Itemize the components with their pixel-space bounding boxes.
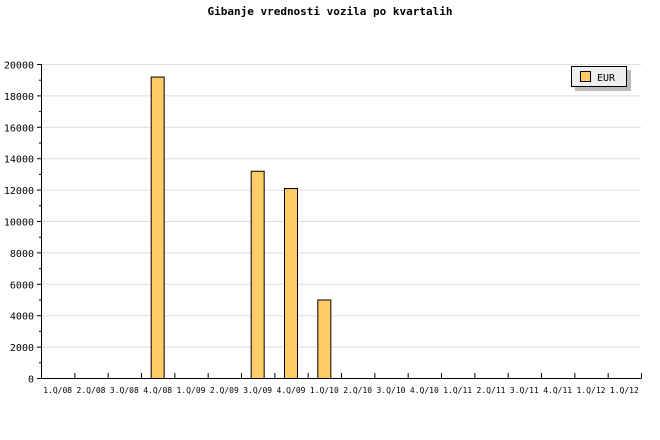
y-tick-label: 8000 <box>10 249 34 260</box>
bar-3-Q-09 <box>250 170 265 379</box>
legend-swatch <box>580 71 591 82</box>
y-tick-label: 0 <box>28 375 34 386</box>
x-tick-label: 3.Q/08 <box>110 386 139 395</box>
x-tick-label: 1.Q/09 <box>177 386 206 395</box>
legend: EUR <box>571 66 631 91</box>
x-tick-label: 4.Q/09 <box>277 386 306 395</box>
x-tick-label: 2.Q/09 <box>210 386 239 395</box>
x-tick-label: 3.Q/10 <box>377 386 406 395</box>
x-tick-label: 1.Q/08 <box>43 386 72 395</box>
y-tick-label: 18000 <box>4 92 34 103</box>
bar-4-Q-09 <box>284 188 298 379</box>
bar-4-Q-08 <box>150 76 165 379</box>
x-tick-label: 1.Q/11 <box>443 386 472 395</box>
y-tick-label: 10000 <box>4 218 34 229</box>
chart-title: Gibanje vrednosti vozila po kvartalih <box>207 5 452 18</box>
x-tick-label: 1.Q/12 <box>610 386 639 395</box>
legend-label: EUR <box>597 73 616 84</box>
x-tick-label: 4.Q/11 <box>543 386 572 395</box>
x-tick-label: 3.Q/11 <box>510 386 539 395</box>
y-tick-label: 20000 <box>4 61 34 72</box>
y-tick-label: 14000 <box>4 155 34 166</box>
y-tick-label: 12000 <box>4 186 34 197</box>
y-tick-label: 16000 <box>4 123 34 134</box>
x-tick-label: 2.Q/08 <box>77 386 106 395</box>
x-tick-label: 4.Q/10 <box>410 386 439 395</box>
x-tick-label: 1.Q/10 <box>310 386 339 395</box>
x-tick-label: 1.Q/12 <box>577 386 606 395</box>
x-tick-label: 3.Q/09 <box>243 386 272 395</box>
y-tick-label: 4000 <box>10 312 34 323</box>
x-tick-label: 2.Q/11 <box>477 386 506 395</box>
x-tick-label: 4.Q/08 <box>143 386 172 395</box>
y-tick-label: 6000 <box>10 280 34 291</box>
bar-1-Q-10 <box>317 299 332 379</box>
x-tick-label: 2.Q/10 <box>343 386 372 395</box>
y-tick-label: 2000 <box>10 343 34 354</box>
